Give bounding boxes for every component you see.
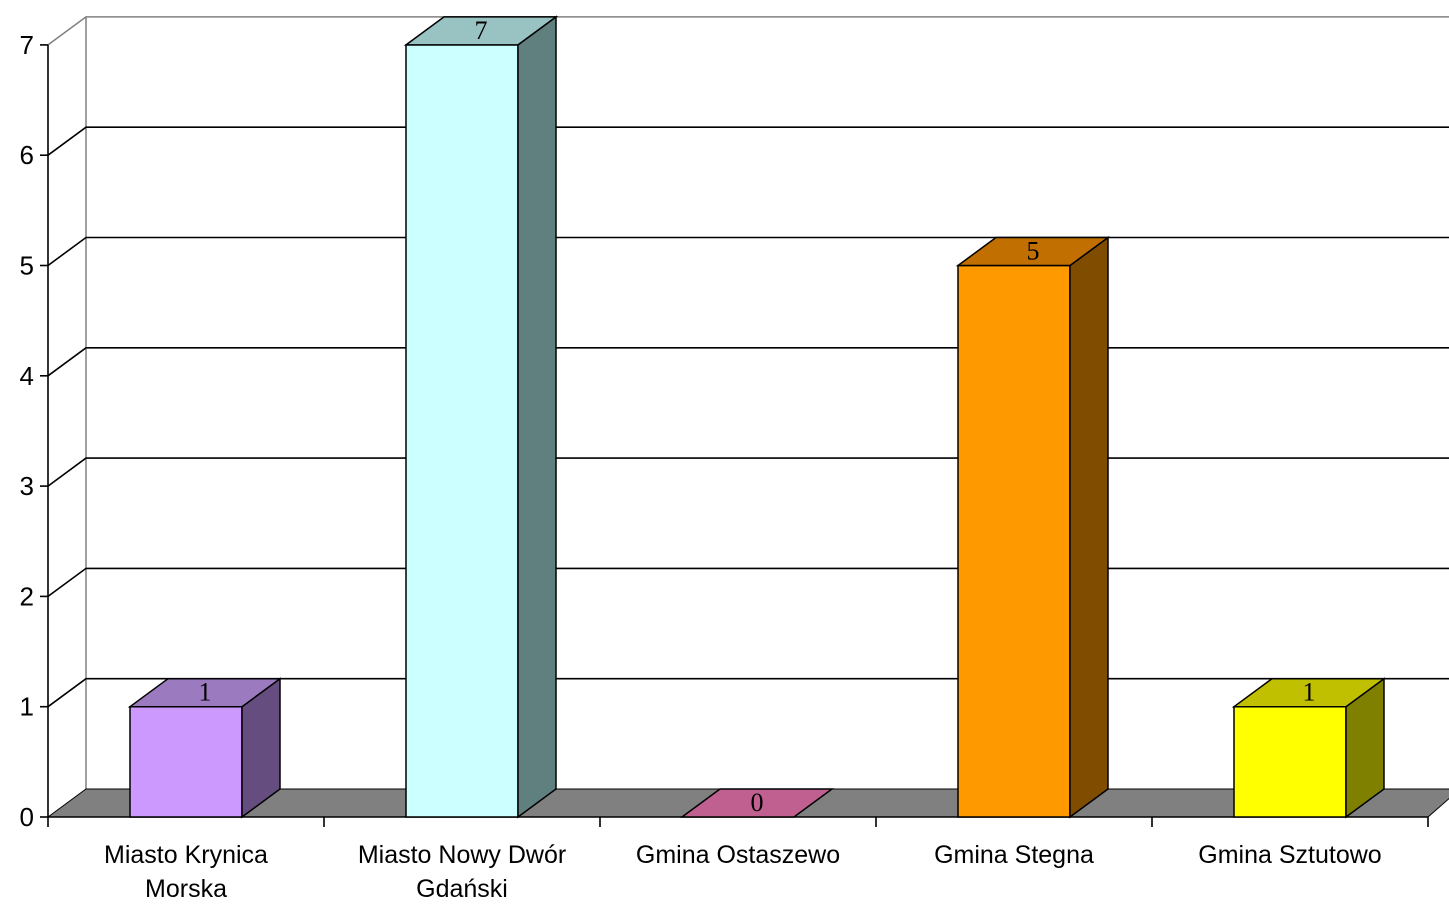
gridline [47, 457, 1449, 487]
bar [955, 236, 1111, 819]
x-tick-label: Gmina Ostaszewo [636, 841, 840, 869]
y-tick-label: 1 [20, 692, 34, 722]
bar-top [679, 788, 835, 818]
bar [679, 788, 835, 818]
bar-side [1069, 236, 1109, 819]
chart-walls [47, 16, 1449, 789]
x-tick-label-line: Morska [145, 875, 227, 903]
bars [127, 15, 1387, 819]
x-tick-label: Miasto Nowy Dwór Gdański [358, 841, 566, 903]
wall-top-edge [47, 16, 1449, 46]
data-label: 0 [751, 788, 764, 817]
bar-front [405, 44, 519, 818]
bar-front [957, 264, 1071, 818]
x-tick-label: Gmina Stegna [934, 841, 1094, 869]
bar-top [1231, 677, 1387, 708]
x-tick-label-line: Gmina Ostaszewo [636, 841, 840, 869]
x-tick-label-line: Gdański [416, 875, 508, 903]
bar-top [403, 16, 559, 46]
x-tick-label-line: Gmina Sztutowo [1198, 841, 1381, 869]
y-tick-label: 4 [20, 361, 34, 391]
data-label: 1 [1303, 678, 1316, 707]
y-tick-label: 7 [20, 30, 34, 60]
gridline [47, 126, 1449, 156]
bar-top [127, 677, 283, 708]
bar-side [517, 15, 557, 819]
bar [1231, 677, 1387, 819]
gridline [47, 347, 1449, 377]
labels: 1 Miasto Krynica Morska 7 Miasto Nowy Dwór Gd… [104, 16, 1382, 903]
y-tick-label: 3 [20, 471, 34, 501]
y-tick-label: 2 [20, 581, 34, 611]
x-tick-label: Miasto Krynica Morska [104, 841, 268, 903]
x-tick-label-line: Miasto Nowy Dwór [358, 841, 566, 869]
bar-top [955, 236, 1111, 267]
y-tick-label: 5 [20, 251, 34, 281]
bar [127, 677, 283, 819]
x-tick-label-line: Miasto Krynica [104, 841, 268, 869]
data-label: 1 [199, 678, 212, 707]
bar-front [1233, 705, 1347, 818]
bar [403, 15, 559, 819]
y-tick-label: 0 [20, 802, 34, 832]
gridline [47, 567, 1449, 598]
data-label: 7 [475, 16, 488, 45]
gridlines [47, 126, 1449, 708]
data-label: 5 [1027, 237, 1040, 266]
y-tick-label: 6 [20, 140, 34, 170]
x-tick-label-line: Gmina Stegna [934, 841, 1094, 869]
bar-front [129, 705, 243, 818]
gridline [47, 236, 1449, 267]
x-tick-label: Gmina Sztutowo [1198, 841, 1381, 869]
